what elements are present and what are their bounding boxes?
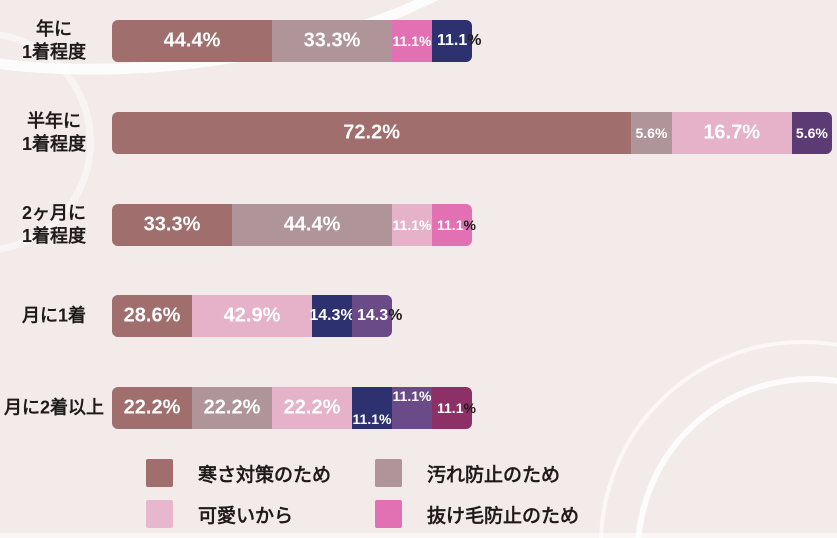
chart-row: 年に 1着程度 44.4% 33.3% 11.1% 11.1% — [0, 18, 837, 62]
legend-item: 寒さ対策のため — [146, 459, 375, 487]
bar-segment: 11.1% — [392, 20, 432, 62]
segment-value-label: 44.4% — [283, 213, 341, 236]
legend-color-swatch — [375, 500, 402, 528]
stacked-bar: 33.3% 44.4% 11.1% 11.1% — [112, 204, 476, 246]
legend-color-swatch — [375, 459, 402, 487]
bar-segment: 33.3% — [272, 20, 392, 62]
decorative-bottom-strip — [0, 533, 837, 538]
segment-value-label: 11.1% — [392, 217, 432, 233]
segment-label-suffix: % — [463, 217, 476, 233]
segment-value-label: 5.6% — [795, 125, 828, 141]
segment-value-label: 28.6% — [123, 304, 181, 327]
bar-segment: 11.1% — [432, 204, 476, 246]
category-label: 月に2着以上 — [3, 397, 104, 418]
segment-value-label: 14.3% — [357, 307, 403, 324]
segment-value-label: 33.3% — [303, 29, 361, 52]
bar-segment: 11.1% — [432, 20, 482, 62]
segment-value-label: 11.1% — [437, 32, 482, 49]
segment-value-label: 44.4% — [163, 29, 221, 52]
segment-value-label: 11.1% — [437, 400, 476, 416]
bar-segment: 44.4% — [232, 204, 392, 246]
segment-value-label: 11.1% — [392, 388, 432, 404]
bar-segment: 33.3% — [112, 204, 232, 246]
decorative-arc-bottom-right-2 — [599, 340, 837, 538]
segment-value-label: 16.7% — [703, 121, 761, 144]
bar-segment: 11.1% — [432, 387, 476, 429]
legend-color-swatch — [146, 459, 173, 487]
segment-value-label: 14.3% — [309, 307, 355, 324]
legend-item: 汚れ防止のため — [375, 459, 579, 487]
bar-segment: 14.3% — [352, 295, 402, 337]
segment-value-label: 22.2% — [203, 396, 261, 419]
chart-row: 月に2着以上 22.2% 22.2% 22.2% 11.1% 11.1% 11.1% — [0, 387, 837, 429]
bar-segment: 16.7% — [671, 112, 792, 154]
segment-label-suffix: % — [467, 32, 482, 49]
bar-segment: 22.2% — [112, 387, 192, 429]
segment-value-label: 33.3% — [143, 213, 201, 236]
category-label: 2ヶ月に 1着程度 — [21, 202, 86, 246]
segment-value-label: 5.6% — [635, 125, 668, 141]
segment-value-label: 22.2% — [123, 396, 181, 419]
chart-legend: 寒さ対策のため 汚れ防止のため可愛いから 抜け毛防止のため — [146, 459, 579, 528]
chart-row: 2ヶ月に 1着程度 33.3% 44.4% 11.1% 11.1% — [0, 202, 837, 246]
bar-segment: 11.1% — [352, 387, 392, 429]
segment-value-label: 11.1% — [437, 217, 476, 233]
legend-label: 可愛いから — [198, 505, 294, 527]
segment-value-label: 22.2% — [283, 396, 341, 419]
segment-value-label: 72.2% — [343, 121, 401, 144]
legend-item: 抜け毛防止のため — [375, 500, 579, 528]
legend-label: 汚れ防止のため — [427, 464, 561, 486]
stacked-bar: 22.2% 22.2% 22.2% 11.1% 11.1% 11.1% — [112, 387, 476, 429]
bar-segment: 11.1% — [392, 204, 432, 246]
bar-segment: 14.3% — [309, 295, 355, 337]
category-label: 年に 1着程度 — [21, 18, 86, 62]
bar-segment: 44.4% — [112, 20, 272, 62]
segment-label-suffix: % — [463, 400, 476, 416]
stacked-bar: 72.2% 5.6% 16.7% 5.6% — [112, 112, 833, 154]
bar-segment: 11.1% — [392, 387, 432, 429]
segment-label-suffix: % — [388, 307, 403, 324]
chart-row: 半年に 1着程度 72.2% 5.6% 16.7% 5.6% — [0, 110, 837, 154]
bar-segment: 22.2% — [272, 387, 352, 429]
segment-value-label: 11.1% — [352, 411, 392, 427]
bar-segment: 5.6% — [631, 112, 672, 154]
bar-segment: 5.6% — [791, 112, 833, 154]
bar-segment: 22.2% — [192, 387, 272, 429]
stacked-bar: 28.6% 42.9% 14.3% 14.3% — [112, 295, 402, 337]
legend-label: 抜け毛防止のため — [427, 505, 580, 527]
stacked-bar: 44.4% 33.3% 11.1% 11.1% — [112, 20, 482, 62]
chart-row: 月に1着 28.6% 42.9% 14.3% 14.3% — [0, 295, 837, 337]
legend-color-swatch — [146, 500, 173, 528]
legend-item: 可愛いから — [146, 500, 375, 528]
segment-value-label: 42.9% — [223, 304, 281, 327]
bar-segment: 72.2% — [112, 112, 632, 154]
segment-value-label: 11.1% — [392, 33, 432, 49]
bar-segment: 42.9% — [192, 295, 312, 337]
legend-label: 寒さ対策のため — [198, 464, 332, 486]
bar-segment: 28.6% — [112, 295, 192, 337]
category-label: 月に1着 — [21, 305, 86, 326]
category-label: 半年に 1着程度 — [21, 110, 86, 154]
